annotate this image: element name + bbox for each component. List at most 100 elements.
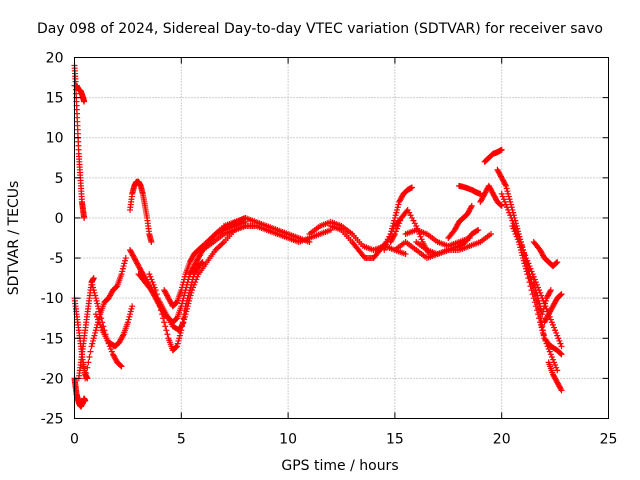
data-point <box>96 319 103 326</box>
data-point <box>530 273 537 280</box>
data-point <box>539 329 546 336</box>
data-point <box>556 337 563 344</box>
data-point <box>122 255 129 262</box>
data-point <box>149 279 156 286</box>
data-point <box>396 220 403 227</box>
data-point <box>498 190 505 197</box>
data-point <box>148 276 155 283</box>
data-point <box>558 343 565 350</box>
data-point <box>306 239 313 246</box>
plot-frame <box>74 57 609 419</box>
y-axis-label: SDTVAR / TECUs <box>6 181 22 296</box>
data-point <box>395 201 402 208</box>
data-point <box>153 291 160 298</box>
data-point <box>549 321 556 328</box>
y-tick-label: -25 <box>41 412 64 428</box>
data-point <box>180 315 187 322</box>
data-point <box>555 335 562 342</box>
data-point <box>91 289 98 296</box>
data-point <box>504 204 511 211</box>
data-point <box>199 259 206 266</box>
series-t24 <box>455 182 484 197</box>
data-point <box>535 297 542 304</box>
data-point <box>524 271 531 278</box>
data-point <box>176 332 183 339</box>
data-point <box>554 259 561 266</box>
data-point <box>391 214 398 221</box>
data-point <box>390 220 397 227</box>
data-point <box>497 202 504 209</box>
data-point <box>82 397 89 404</box>
data-point <box>175 337 182 344</box>
data-point <box>147 285 154 292</box>
data-point <box>122 257 129 264</box>
data-point <box>539 327 546 334</box>
data-point <box>536 300 543 307</box>
y-tick-label: 20 <box>46 51 64 67</box>
data-point <box>183 300 190 307</box>
data-point <box>516 241 523 248</box>
data-point <box>502 181 509 188</box>
data-point <box>558 387 565 394</box>
data-point <box>121 260 128 267</box>
x-tick-label: 15 <box>386 432 404 448</box>
data-point <box>503 185 510 192</box>
data-point <box>521 249 528 256</box>
series-t25 <box>477 182 505 209</box>
data-point <box>468 204 475 211</box>
y-tick-label: 5 <box>55 171 64 187</box>
data-point <box>180 279 187 286</box>
data-point <box>534 292 541 299</box>
x-tick-label: 5 <box>177 432 186 448</box>
data-point <box>506 196 513 203</box>
data-point <box>512 230 519 237</box>
y-tick-label: 15 <box>46 91 64 107</box>
data-point <box>517 244 524 251</box>
data-point <box>162 323 169 330</box>
data-point <box>86 353 93 360</box>
data-point <box>159 311 166 318</box>
data-point <box>155 299 162 306</box>
data-point <box>120 263 127 270</box>
series-t15 <box>221 214 313 246</box>
data-point <box>90 287 97 294</box>
data-point <box>152 287 159 294</box>
data-point <box>511 228 518 235</box>
y-tick-label: 10 <box>46 131 64 147</box>
y-tick-label: -20 <box>41 371 64 387</box>
data-point <box>531 276 538 283</box>
data-point <box>502 201 509 208</box>
data-point <box>185 292 192 299</box>
data-point <box>82 375 89 382</box>
data-point <box>505 206 512 213</box>
data-point <box>92 311 99 318</box>
data-point <box>92 295 99 302</box>
data-point <box>417 233 424 240</box>
data-point <box>514 236 521 243</box>
data-point <box>552 362 559 369</box>
data-point <box>90 284 97 291</box>
data-point <box>408 184 415 191</box>
data-point <box>389 222 396 229</box>
data-point <box>532 284 539 291</box>
data-point <box>94 316 101 323</box>
data-point <box>189 276 196 283</box>
data-point <box>525 260 532 267</box>
data-point <box>96 308 103 315</box>
data-point <box>98 315 105 322</box>
data-point <box>150 281 157 288</box>
data-point <box>531 299 538 306</box>
data-point <box>549 356 556 363</box>
data-point <box>125 316 132 323</box>
data-point <box>539 311 546 318</box>
data-point <box>539 308 546 315</box>
data-point <box>84 364 91 371</box>
data-point <box>500 196 507 203</box>
data-point <box>509 222 516 229</box>
data-point <box>160 315 167 322</box>
data-point <box>547 351 554 358</box>
data-point <box>158 307 165 314</box>
data-point <box>547 287 554 294</box>
data-point <box>395 222 402 229</box>
